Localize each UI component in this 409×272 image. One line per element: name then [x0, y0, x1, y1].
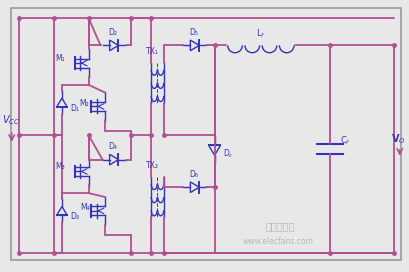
Text: D₅: D₅	[189, 28, 198, 37]
Text: M₂: M₂	[80, 99, 90, 108]
Text: V$_O$: V$_O$	[391, 132, 406, 146]
Text: www.elecfans.com: www.elecfans.com	[243, 237, 314, 246]
Text: D₁: D₁	[70, 104, 79, 113]
Text: C$_f$: C$_f$	[340, 135, 351, 147]
Text: M₃: M₃	[55, 162, 65, 171]
Text: D₆: D₆	[189, 170, 198, 179]
Text: $V_{CC}$: $V_{CC}$	[2, 113, 20, 127]
Text: TX₁: TX₁	[146, 47, 159, 56]
Text: TX₂: TX₂	[146, 161, 159, 170]
Text: D₄: D₄	[109, 142, 117, 151]
Text: M₄: M₄	[80, 203, 90, 212]
FancyBboxPatch shape	[11, 8, 401, 260]
Text: D₂: D₂	[109, 28, 118, 37]
Text: D₃: D₃	[70, 212, 79, 221]
Text: M₁: M₁	[55, 54, 65, 63]
Text: L$_f$: L$_f$	[256, 27, 266, 40]
Text: 电子发烧友: 电子发烧友	[266, 222, 295, 231]
Text: D$_c$: D$_c$	[223, 148, 234, 160]
